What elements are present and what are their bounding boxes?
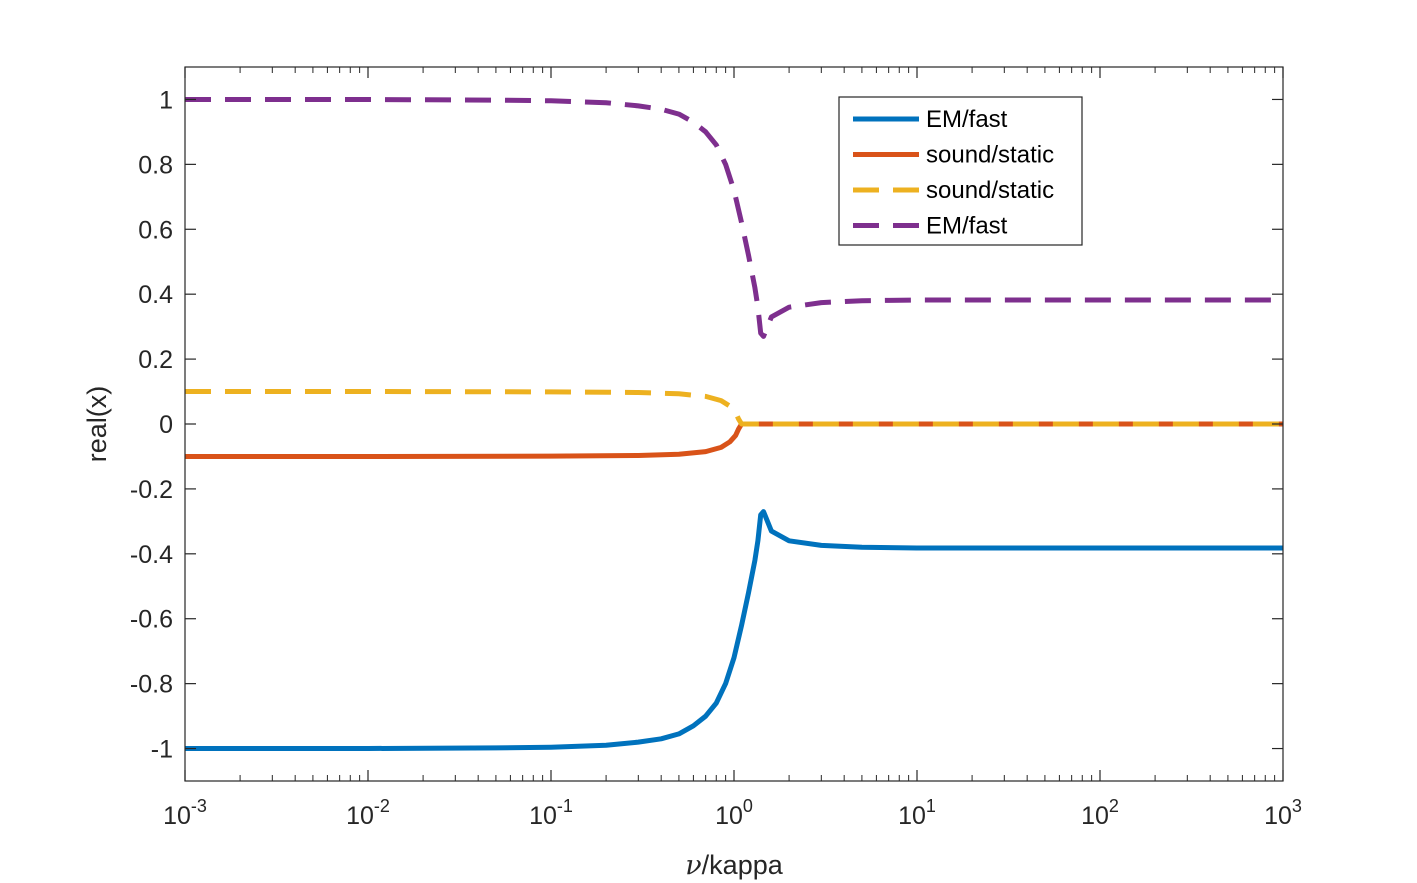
y-tick-label: -0.8 bbox=[130, 671, 173, 699]
y-tick-label: 0 bbox=[159, 411, 173, 439]
legend-label: sound/static bbox=[926, 177, 1054, 204]
series-layer bbox=[185, 97, 1283, 751]
legend-label: EM/fast bbox=[926, 213, 1008, 240]
y-tick-label: -1 bbox=[151, 736, 173, 764]
x-axis-label-symbol: ν bbox=[685, 850, 701, 881]
x-tick-label: 10-1 bbox=[529, 796, 573, 830]
y-tick-label: -0.4 bbox=[130, 541, 173, 569]
series-line-4 bbox=[185, 97, 1283, 339]
x-tick-label: 10-2 bbox=[346, 796, 390, 830]
x-tick-label: 100 bbox=[715, 796, 753, 830]
y-tick-label: 1 bbox=[159, 86, 173, 114]
y-tick-label: 0.8 bbox=[138, 151, 173, 179]
legend: EM/fast sound/static sound/static EM/fast bbox=[838, 96, 1083, 246]
ticks-layer: 10-3 10-2 10-1 100 101 102 103 1 0.8 0.6 0.4 0.2 0 -0… bbox=[130, 67, 1302, 830]
legend-label: sound/static bbox=[926, 142, 1054, 169]
x-axis-label-text: /kappa bbox=[702, 850, 784, 880]
y-tick-label: 0.2 bbox=[138, 346, 173, 374]
y-tick-label: 0.4 bbox=[138, 281, 173, 309]
series-line-3 bbox=[185, 389, 1283, 427]
y-tick-label: -0.6 bbox=[130, 606, 173, 634]
x-tick-label: 101 bbox=[898, 796, 936, 830]
legend-label: EM/fast bbox=[926, 106, 1008, 133]
x-tick-label: 103 bbox=[1264, 796, 1302, 830]
y-tick-label: 0.6 bbox=[138, 216, 173, 244]
x-tick-label: 10-3 bbox=[163, 796, 207, 830]
x-axis-label: ν/kappa bbox=[685, 850, 783, 881]
series-line-1 bbox=[185, 509, 1283, 751]
x-tick-label: 102 bbox=[1081, 796, 1119, 830]
y-tick-label: -0.2 bbox=[130, 476, 173, 504]
legend-box bbox=[838, 96, 1083, 246]
y-axis-label: real(x) bbox=[82, 386, 112, 463]
